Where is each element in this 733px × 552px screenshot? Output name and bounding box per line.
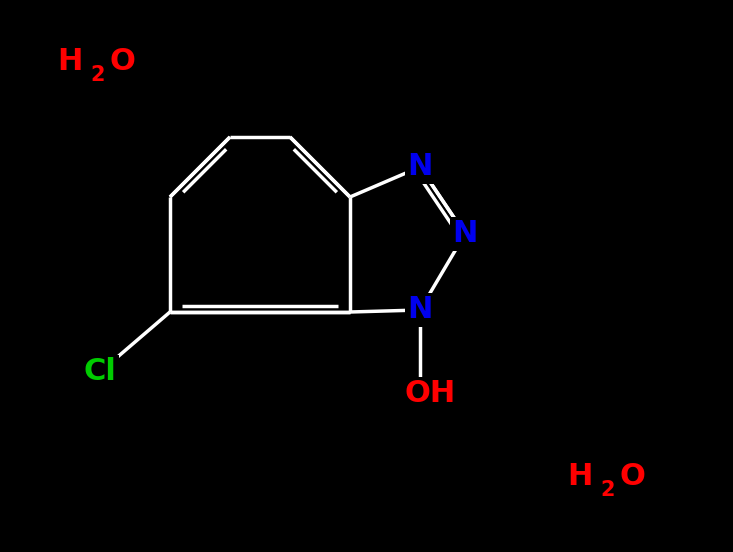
Text: 2: 2 [91,65,106,85]
Text: O: O [109,47,135,77]
Text: OH: OH [405,379,456,408]
Text: H: H [57,47,83,77]
Text: H: H [567,463,593,491]
Text: 2: 2 [601,480,615,500]
Text: N: N [452,220,478,248]
Text: N: N [408,152,432,182]
Text: O: O [619,463,645,491]
Text: N: N [408,295,432,325]
Text: Cl: Cl [84,358,117,386]
